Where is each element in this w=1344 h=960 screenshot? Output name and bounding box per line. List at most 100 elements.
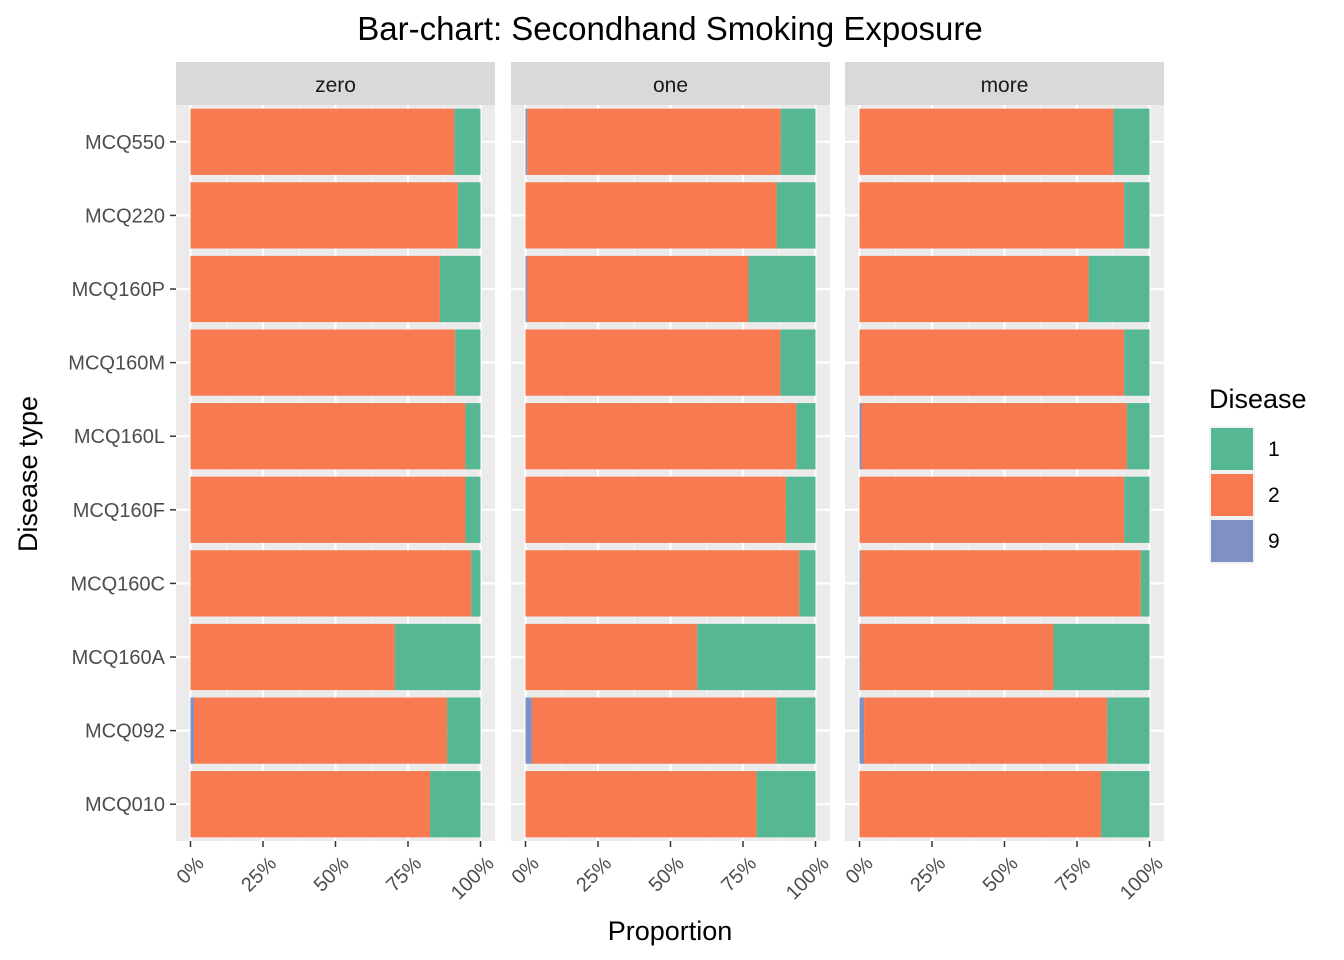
bar-MCQ160L-2 <box>525 403 797 470</box>
bar-MCQ160M-2 <box>190 329 456 396</box>
bar-MCQ160P-9 <box>525 255 527 323</box>
y-tick-label: MCQ160L <box>74 426 165 448</box>
bar-MCQ160P-1 <box>1088 255 1150 323</box>
bar-MCQ160C-1 <box>1140 550 1150 617</box>
facet-panel-more: more 0% 25% 50% 75% 100% <box>842 62 1168 904</box>
bar-MCQ160F-2 <box>859 476 1125 543</box>
bar-MCQ160P-2 <box>859 255 1089 323</box>
bar-MCQ092-2 <box>864 697 1108 764</box>
bar-MCQ160A-2 <box>525 623 698 691</box>
x-tick-label: 50% <box>310 852 354 896</box>
bar-MCQ092-9 <box>859 697 865 764</box>
bar-MCQ160P-1 <box>748 255 816 323</box>
x-tick-label: 0% <box>842 852 878 888</box>
bar-MCQ160A-1 <box>1053 623 1150 691</box>
bar-MCQ092-2 <box>193 697 448 764</box>
bar-MCQ160M-2 <box>859 329 1125 396</box>
bar-MCQ160L-2 <box>861 403 1127 470</box>
bar-MCQ092-1 <box>447 697 481 764</box>
bar-MCQ550-1 <box>780 108 816 175</box>
y-axis: MCQ550 MCQ220 MCQ160P MCQ160M MCQ160L MCQ160F… <box>68 132 176 816</box>
y-tick-label: MCQ160A <box>72 647 166 669</box>
bar-MCQ220-2 <box>859 182 1125 249</box>
y-tick-label: MCQ160F <box>73 500 165 522</box>
facet-strip-label: one <box>653 74 688 97</box>
facet-strip <box>511 62 830 105</box>
facet-strip-label: zero <box>315 74 356 97</box>
facet-panel-zero: zero 0% 25% 50% 75% 100% <box>173 62 499 904</box>
legend-label: 9 <box>1268 530 1280 553</box>
y-tick-label: MCQ160C <box>71 573 165 595</box>
bar-MCQ160L-1 <box>465 403 481 470</box>
x-tick-label: 75% <box>717 852 761 896</box>
y-tick-label: MCQ010 <box>85 794 165 816</box>
facet-strip <box>176 62 495 105</box>
bar-MCQ220-1 <box>457 182 481 249</box>
x-tick-label: 0% <box>173 852 209 888</box>
bar-MCQ160A-1 <box>697 623 816 691</box>
bar-MCQ010-1 <box>756 771 816 838</box>
x-tick-label: 75% <box>1051 852 1095 896</box>
bar-MCQ550-2 <box>190 108 455 175</box>
bar-MCQ092-1 <box>1107 697 1150 764</box>
x-tick-label: 100% <box>447 852 499 904</box>
legend-key-1 <box>1211 428 1253 470</box>
x-axis-title: Proportion <box>608 916 733 946</box>
bar-MCQ160F-1 <box>1124 476 1150 543</box>
bar-MCQ160A-2 <box>860 623 1054 691</box>
bar-MCQ010-1 <box>1101 771 1150 838</box>
bar-MCQ550-9 <box>525 108 528 175</box>
legend-label: 1 <box>1268 438 1280 461</box>
bar-MCQ160L-9 <box>859 403 862 470</box>
bar-MCQ160F-2 <box>190 476 466 543</box>
bar-MCQ160M-1 <box>455 329 481 396</box>
legend-key-2 <box>1211 474 1253 516</box>
legend: Disease 1 2 9 <box>1209 384 1307 564</box>
bar-MCQ160A-9 <box>859 623 861 691</box>
bar-MCQ160L-2 <box>190 403 466 470</box>
bar-MCQ160A-2 <box>190 623 395 691</box>
bar-MCQ010-1 <box>430 771 481 838</box>
bar-MCQ160M-2 <box>525 329 781 396</box>
bar-MCQ010-2 <box>525 771 757 838</box>
bar-MCQ160L-1 <box>796 403 816 470</box>
bar-MCQ220-1 <box>1124 182 1150 249</box>
bar-MCQ550-1 <box>1113 108 1150 175</box>
bar-MCQ550-2 <box>859 108 1114 175</box>
bar-MCQ160A-1 <box>394 623 481 691</box>
x-tick-label: 100% <box>1116 852 1168 904</box>
bar-MCQ160C-2 <box>525 550 800 617</box>
bar-MCQ160L-1 <box>1126 403 1150 470</box>
bar-MCQ220-2 <box>190 182 458 249</box>
bar-MCQ550-1 <box>454 108 481 175</box>
y-tick-label: MCQ092 <box>85 721 165 743</box>
y-axis-title: Disease type <box>13 396 43 552</box>
bar-MCQ160C-2 <box>860 550 1141 617</box>
bar-MCQ160F-1 <box>465 476 481 543</box>
y-tick-label: MCQ550 <box>85 132 165 154</box>
bar-MCQ160P-2 <box>526 255 749 323</box>
bar-MCQ160C-9 <box>859 550 861 617</box>
bar-MCQ220-1 <box>776 182 816 249</box>
x-tick-label: 25% <box>906 852 950 896</box>
bar-MCQ160C-2 <box>190 550 472 617</box>
facet-strip-label: more <box>981 74 1029 97</box>
x-tick-label: 0% <box>508 852 544 888</box>
y-tick-label: MCQ220 <box>85 205 165 227</box>
facet-strip <box>845 62 1164 105</box>
bar-MCQ092-1 <box>776 697 816 764</box>
bar-MCQ092-2 <box>531 697 777 764</box>
x-tick-label: 25% <box>237 852 281 896</box>
bar-MCQ160M-1 <box>780 329 816 396</box>
bar-MCQ010-2 <box>190 771 431 838</box>
bar-MCQ010-2 <box>859 771 1102 838</box>
chart-title: Bar-chart: Secondhand Smoking Exposure <box>357 10 983 47</box>
legend-title: Disease <box>1209 384 1307 414</box>
bar-MCQ160C-1 <box>471 550 481 617</box>
bar-MCQ160M-1 <box>1124 329 1150 396</box>
bar-MCQ092-9 <box>190 697 194 764</box>
bar-MCQ092-9 <box>525 697 532 764</box>
bar-MCQ220-2 <box>525 182 777 249</box>
